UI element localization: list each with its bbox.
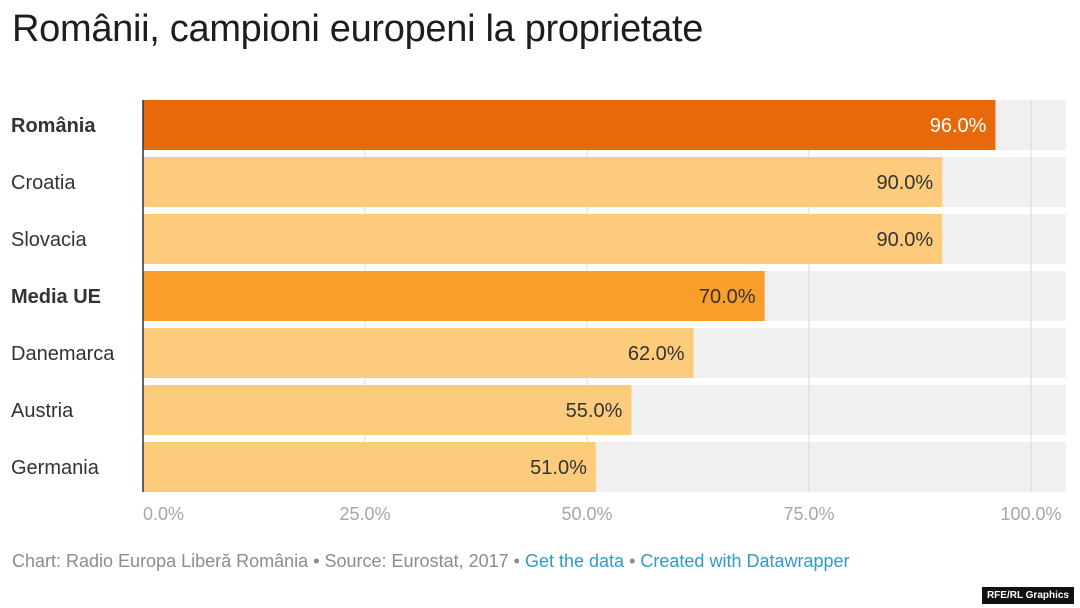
chart-title: Românii, campioni europeni la proprietat… — [12, 8, 704, 50]
bar-2 — [143, 214, 943, 264]
category-label-1: Croatia — [11, 172, 76, 194]
bar-value-label-2: 90.0% — [876, 229, 933, 251]
bar-3 — [143, 271, 765, 321]
bar-1 — [143, 157, 943, 207]
bar-value-label-1: 90.0% — [876, 172, 933, 194]
bar-chart: 96.0% România 90.0% Croatia 90.0% Slovacia 70.… — [11, 100, 1066, 524]
x-tick-label-2: 50.0% — [561, 504, 612, 524]
x-tick-label-1: 25.0% — [339, 504, 390, 524]
x-tick-label-4: 100.0% — [1000, 504, 1061, 524]
source-text: Source: Eurostat, 2017 — [324, 551, 509, 571]
category-label-3: Media UE — [11, 286, 101, 308]
chart-footer: Chart: Radio Europa Liberă România • Sou… — [12, 551, 850, 572]
bar-4 — [143, 328, 694, 378]
x-tick-label-3: 75.0% — [783, 504, 834, 524]
bar-value-label-0: 96.0% — [930, 115, 987, 137]
footer-separator: • — [629, 551, 636, 571]
bar-0 — [143, 100, 996, 150]
get-the-data-link[interactable]: Get the data — [524, 551, 625, 571]
x-tick-label-0: 0.0% — [143, 504, 184, 524]
bar-value-label-3: 70.0% — [699, 286, 756, 308]
category-label-0: România — [11, 115, 96, 137]
datawrapper-link[interactable]: Created with Datawrapper — [640, 551, 850, 571]
footer-separator: • — [513, 551, 520, 571]
footer-separator: • — [313, 551, 320, 571]
category-label-5: Austria — [11, 400, 74, 422]
bar-value-label-4: 62.0% — [628, 343, 685, 365]
bar-value-label-6: 51.0% — [530, 457, 587, 479]
category-label-6: Germania — [11, 457, 100, 479]
category-label-2: Slovacia — [11, 229, 87, 251]
rferl-graphics-badge: RFE/RL Graphics — [981, 587, 1074, 604]
bar-5 — [143, 385, 632, 435]
chart-credit: Chart: Radio Europa Liberă România — [12, 551, 309, 571]
bar-6 — [143, 442, 596, 492]
bar-value-label-5: 55.0% — [566, 400, 623, 422]
category-label-4: Danemarca — [11, 343, 115, 365]
